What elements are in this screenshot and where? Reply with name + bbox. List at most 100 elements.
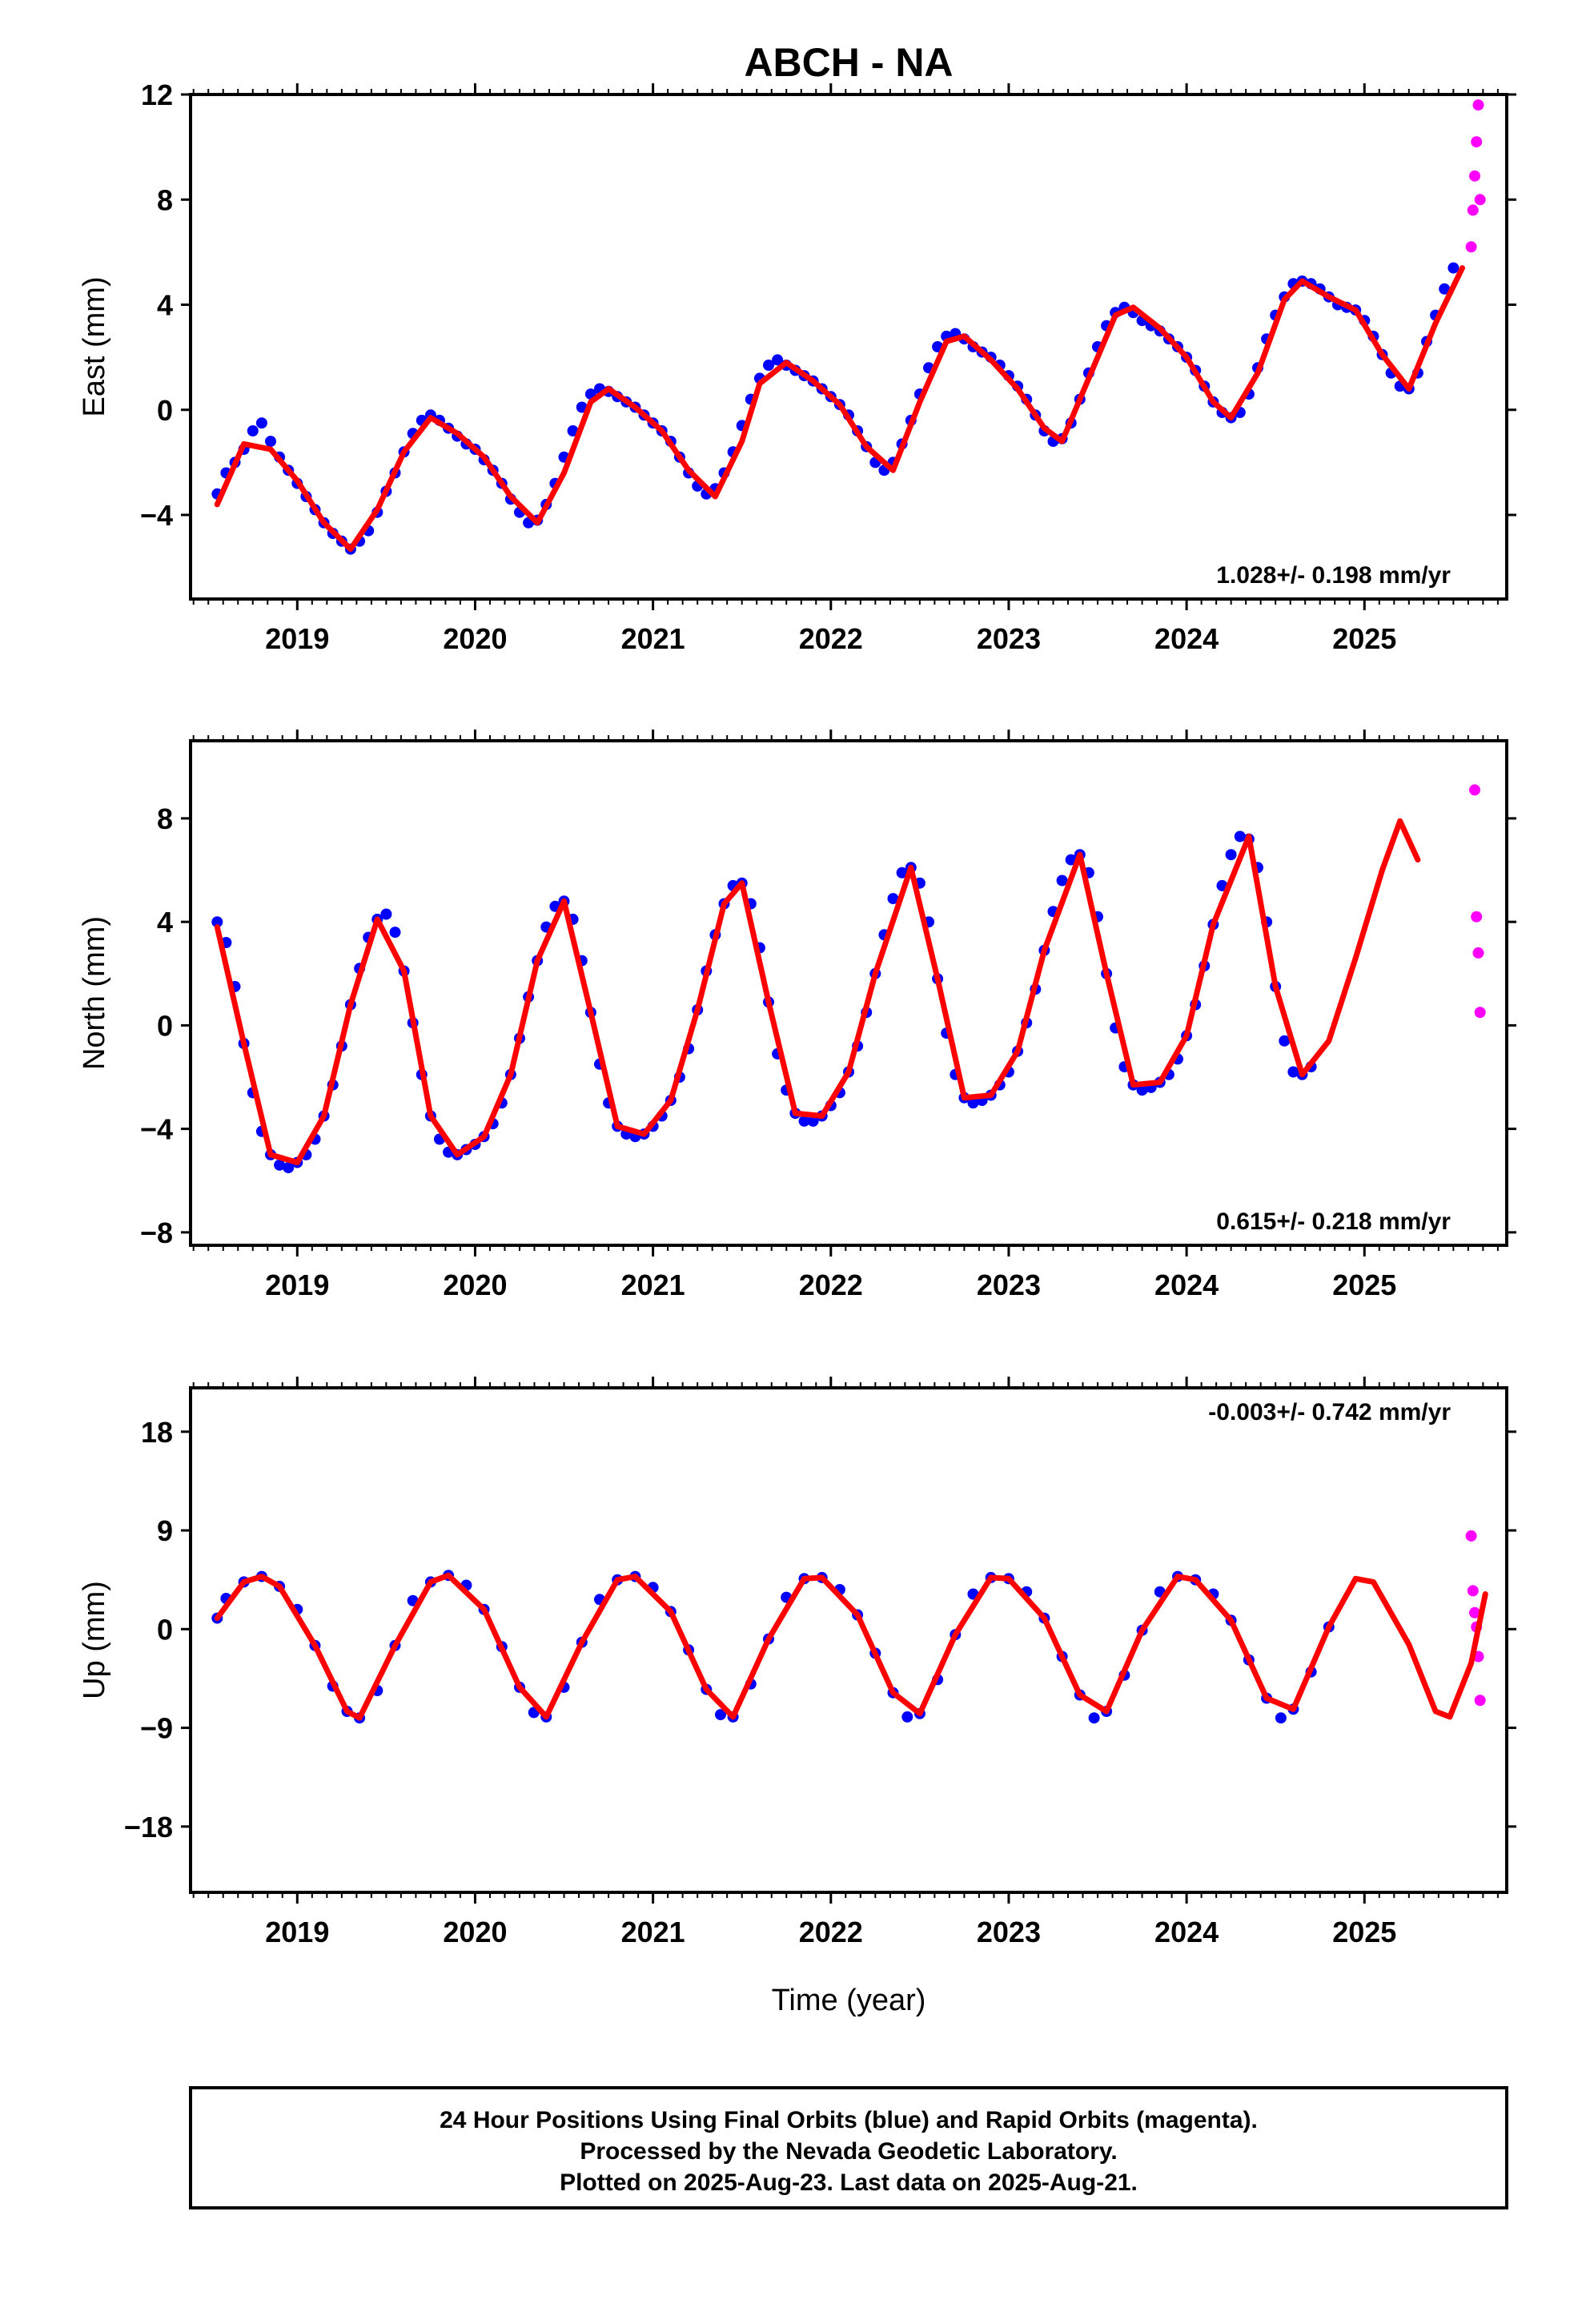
x-tick-label: 2024 (1154, 1916, 1219, 1948)
x-tick-label: 2021 (621, 1916, 685, 1948)
rapid-orbit-point (1472, 99, 1484, 111)
y-tick-label: −8 (140, 1216, 173, 1249)
x-tick-label: 2023 (977, 1269, 1041, 1301)
footer-line-1: 24 Hour Positions Using Final Orbits (bl… (440, 2107, 1258, 2133)
final-orbit-point (901, 1711, 913, 1723)
final-orbit-point (274, 1159, 286, 1171)
rapid-orbit-point (1469, 784, 1480, 796)
rapid-orbit-point (1469, 1606, 1480, 1618)
footer-frame (189, 2086, 1508, 2209)
plot-area (211, 99, 1486, 555)
final-orbit-point (896, 866, 908, 879)
x-tick-label: 2021 (621, 622, 685, 655)
final-orbit-point (389, 927, 401, 939)
rapid-orbit-point (1474, 194, 1486, 206)
final-orbit-point (1056, 875, 1068, 887)
y-axis-label: Up (mm) (78, 1581, 111, 1699)
rapid-orbit-point (1467, 204, 1479, 216)
x-tick-label: 2021 (621, 1269, 685, 1301)
footer-line-2: Processed by the Nevada Geodetic Laborat… (580, 2138, 1117, 2165)
rapid-orbit-point (1465, 241, 1477, 253)
panel-3: −18 −9 0 9 18 2019 2020 2021 2022 2023 2024 2025 Up … (78, 1377, 1516, 1948)
final-orbit-point (1136, 1084, 1148, 1096)
y-tick-label: 0 (157, 394, 173, 427)
final-orbit-point (255, 417, 267, 429)
final-orbit-point (1439, 283, 1451, 295)
y-axis-label: East (mm) (78, 276, 111, 416)
x-tick-label: 2025 (1332, 622, 1396, 655)
x-tick-label: 2023 (977, 622, 1041, 655)
x-tick-label: 2025 (1332, 1916, 1396, 1948)
y-tick-label: −9 (140, 1712, 173, 1745)
rapid-orbit-point (1467, 1585, 1479, 1597)
footer-box: 24 Hour Positions Using Final Orbits (bl… (189, 2086, 1508, 2209)
x-tick-label: 2022 (799, 622, 863, 655)
plot-area (211, 784, 1486, 1174)
final-orbit-point (967, 1097, 979, 1109)
final-orbit-point (1065, 854, 1077, 866)
y-axis-label: North (mm) (78, 916, 111, 1070)
y-tick-label: 8 (157, 802, 173, 835)
plot-frame (189, 739, 1508, 1247)
footer-line-3: Plotted on 2025-Aug-23. Last data on 202… (560, 2169, 1138, 2196)
final-orbit-point (283, 1162, 295, 1174)
final-orbit-point (807, 1115, 819, 1127)
x-tick-label: 2024 (1154, 1269, 1219, 1301)
final-orbit-point (1447, 262, 1460, 274)
y-tick-label: 18 (141, 1416, 173, 1449)
final-orbit-point (380, 908, 392, 920)
x-tick-label: 2022 (799, 1916, 863, 1948)
x-tick-label: 2019 (265, 1269, 329, 1301)
rapid-orbit-point (1474, 1695, 1486, 1707)
x-tick-label: 2024 (1154, 622, 1219, 655)
y-tick-label: 9 (157, 1514, 173, 1547)
rapid-orbit-point (1471, 911, 1483, 923)
y-tick-label: −4 (140, 1113, 173, 1146)
final-orbit-point (798, 1115, 810, 1127)
x-tick-label: 2019 (265, 622, 329, 655)
model-curve (214, 265, 1465, 553)
rapid-orbit-point (1472, 947, 1484, 959)
model-curve (214, 1572, 1488, 1721)
rate-label: 0.615+/- 0.218 mm/yr (1216, 1208, 1451, 1235)
final-orbit-point (715, 1709, 726, 1721)
x-tick-label: 2020 (443, 1269, 507, 1301)
rapid-orbit-point (1469, 170, 1480, 182)
x-tick-label: 2020 (443, 1916, 507, 1948)
y-tick-label: −4 (140, 499, 173, 532)
y-tick-label: −18 (124, 1811, 173, 1844)
x-axis-label: Time (year) (772, 1984, 926, 2017)
final-orbit-point (1088, 1712, 1100, 1724)
y-tick-label: 0 (157, 1009, 173, 1042)
final-orbit-point (265, 436, 276, 448)
final-orbit-point (576, 401, 588, 413)
chart-title: ABCH - NA (744, 40, 953, 85)
final-orbit-point (887, 893, 899, 905)
y-tick-label: 12 (141, 78, 173, 111)
x-tick-label: 2025 (1332, 1269, 1396, 1301)
rapid-orbit-point (1474, 1007, 1486, 1019)
final-orbit-point (763, 360, 774, 371)
plot-frame (189, 93, 1508, 601)
final-orbit-point (211, 916, 223, 928)
panel-2: −8 −4 0 4 8 2019 2020 2021 2022 2023 2024 2025 North… (78, 730, 1516, 1301)
final-orbit-point (772, 354, 784, 366)
rapid-orbit-point (1465, 1530, 1477, 1542)
x-tick-label: 2019 (265, 1916, 329, 1948)
rapid-orbit-point (1471, 136, 1483, 148)
plot-area (211, 1530, 1488, 1724)
final-orbit-point (567, 425, 579, 436)
rate-label: -0.003+/- 0.742 mm/yr (1208, 1399, 1451, 1425)
final-orbit-point (1225, 849, 1237, 861)
final-orbit-point (1234, 830, 1246, 842)
y-tick-label: 4 (157, 906, 173, 939)
final-orbit-point (247, 425, 259, 436)
y-tick-label: 8 (157, 183, 173, 216)
panel-1: −4 0 4 8 12 2019 2020 2021 2022 2023 2024 2025 East … (78, 78, 1516, 655)
y-tick-label: 4 (157, 289, 173, 322)
x-tick-label: 2023 (977, 1916, 1041, 1948)
final-orbit-point (1287, 1066, 1299, 1078)
x-tick-label: 2020 (443, 622, 507, 655)
final-orbit-point (1275, 1712, 1287, 1724)
